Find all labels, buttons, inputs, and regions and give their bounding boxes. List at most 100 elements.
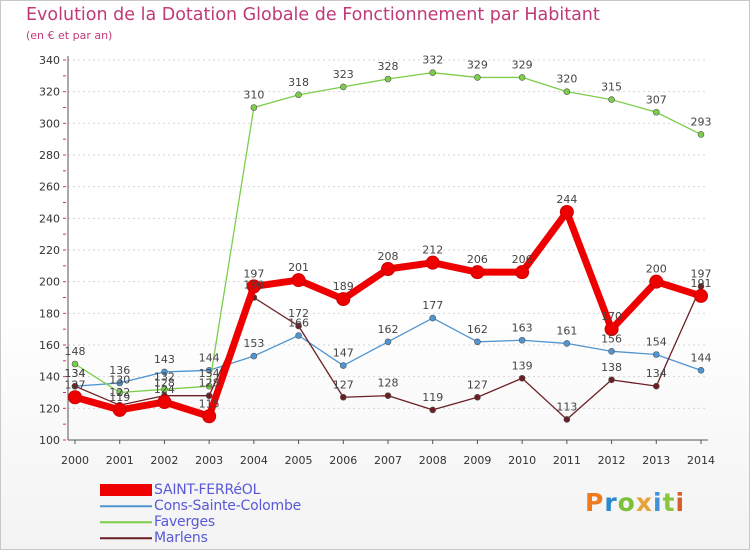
data-point bbox=[71, 360, 79, 368]
data-point bbox=[295, 91, 302, 99]
data-label: 115 bbox=[199, 397, 220, 410]
y-tick-label: 220 bbox=[39, 244, 60, 257]
data-label: 191 bbox=[691, 277, 712, 290]
data-label: 323 bbox=[333, 68, 354, 81]
y-tick-label: 100 bbox=[39, 434, 60, 447]
x-tick-label: 2007 bbox=[374, 454, 402, 467]
data-label: 119 bbox=[109, 391, 130, 404]
data-point bbox=[202, 409, 217, 424]
data-label: 156 bbox=[601, 332, 622, 345]
data-point bbox=[205, 382, 213, 390]
y-tick-label: 300 bbox=[39, 117, 60, 130]
data-label: 310 bbox=[243, 89, 264, 102]
data-label: 154 bbox=[646, 336, 667, 349]
legend-swatch bbox=[100, 484, 152, 496]
legend-label: Cons-Sainte-Colombe bbox=[154, 498, 302, 514]
data-point bbox=[474, 74, 481, 81]
data-point bbox=[336, 292, 351, 307]
data-point bbox=[652, 382, 660, 390]
data-label: 197 bbox=[243, 267, 264, 280]
data-label: 130 bbox=[109, 374, 130, 387]
data-point bbox=[518, 374, 526, 382]
y-tick-label: 320 bbox=[39, 86, 60, 99]
data-point bbox=[68, 390, 82, 405]
data-point bbox=[518, 336, 526, 344]
y-tick-label: 240 bbox=[39, 212, 60, 225]
data-point bbox=[339, 362, 347, 369]
series-faverges bbox=[71, 69, 705, 396]
data-label: 170 bbox=[601, 310, 622, 323]
x-tick-label: 2011 bbox=[553, 454, 581, 467]
data-label: 212 bbox=[422, 244, 443, 257]
data-label: 172 bbox=[288, 307, 309, 320]
data-point bbox=[563, 340, 571, 347]
y-tick-label: 260 bbox=[39, 181, 60, 194]
data-label: 208 bbox=[378, 250, 399, 263]
chart-title: Evolution de la Dotation Globale de Fonc… bbox=[26, 5, 600, 25]
data-point bbox=[604, 322, 619, 337]
data-label: 320 bbox=[556, 73, 577, 86]
x-tick-label: 2000 bbox=[61, 454, 89, 467]
x-tick-label: 2001 bbox=[106, 454, 134, 467]
data-point bbox=[608, 96, 615, 103]
data-point bbox=[470, 265, 485, 280]
data-label: 139 bbox=[512, 359, 533, 372]
data-point bbox=[246, 279, 261, 294]
legend-label: SAINT-FERRéOL bbox=[154, 482, 261, 498]
data-label: 138 bbox=[601, 361, 622, 374]
legend-swatch bbox=[100, 537, 152, 539]
data-point bbox=[384, 75, 392, 83]
data-point bbox=[652, 351, 660, 358]
data-point bbox=[339, 393, 347, 401]
data-point bbox=[381, 262, 395, 276]
data-point bbox=[250, 352, 258, 360]
data-label: 328 bbox=[378, 60, 399, 73]
data-label: 332 bbox=[422, 54, 443, 67]
data-label: 318 bbox=[288, 76, 309, 89]
data-point bbox=[425, 255, 440, 270]
data-label: 119 bbox=[422, 391, 443, 404]
data-point bbox=[295, 322, 302, 330]
data-label: 127 bbox=[333, 378, 354, 391]
legend-label: Faverges bbox=[154, 514, 215, 530]
data-point bbox=[429, 69, 437, 76]
data-point bbox=[474, 338, 481, 346]
data-label: 147 bbox=[333, 347, 354, 360]
x-tick-label: 2003 bbox=[195, 454, 223, 467]
data-label: 122 bbox=[109, 386, 130, 399]
data-point bbox=[559, 205, 574, 219]
data-point bbox=[116, 379, 124, 387]
x-tick-label: 2012 bbox=[598, 454, 626, 467]
data-label: 128 bbox=[199, 377, 220, 390]
x-tick-label: 2013 bbox=[642, 454, 670, 467]
proxiti-logo: Proxiti bbox=[585, 488, 686, 517]
data-label: 144 bbox=[199, 351, 220, 364]
data-label: 124 bbox=[154, 383, 175, 396]
x-tick-label: 2005 bbox=[285, 454, 313, 467]
data-point bbox=[112, 402, 127, 417]
data-label: 143 bbox=[154, 353, 175, 366]
x-tick-label: 2009 bbox=[463, 454, 491, 467]
data-point bbox=[116, 389, 124, 396]
x-tick-label: 2014 bbox=[687, 454, 715, 467]
data-point bbox=[295, 332, 302, 339]
data-label: 293 bbox=[691, 115, 712, 128]
y-tick-label: 340 bbox=[39, 54, 60, 67]
data-label: 136 bbox=[109, 364, 130, 377]
x-tick-label: 2002 bbox=[150, 454, 178, 467]
data-point bbox=[697, 131, 705, 138]
data-label: 244 bbox=[556, 193, 577, 206]
data-label: 206 bbox=[467, 253, 488, 266]
data-label: 134 bbox=[65, 367, 86, 380]
x-tick-label: 2008 bbox=[419, 454, 447, 467]
data-label: 189 bbox=[333, 280, 354, 293]
data-label: 201 bbox=[288, 261, 309, 274]
data-point bbox=[161, 368, 168, 376]
legend-swatch bbox=[100, 521, 152, 523]
data-label: 128 bbox=[378, 377, 399, 390]
data-label: 153 bbox=[243, 337, 264, 350]
data-label: 329 bbox=[512, 58, 533, 71]
y-tick-label: 280 bbox=[39, 149, 60, 162]
data-label: 197 bbox=[691, 267, 712, 280]
